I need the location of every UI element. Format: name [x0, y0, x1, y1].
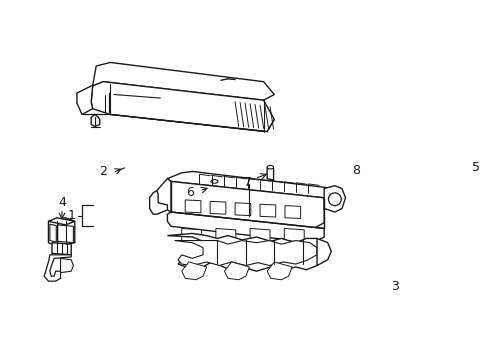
Circle shape: [328, 193, 341, 206]
Text: 2: 2: [99, 165, 107, 178]
Polygon shape: [185, 200, 201, 213]
Polygon shape: [224, 262, 249, 280]
Text: 1: 1: [67, 209, 75, 222]
Polygon shape: [91, 114, 100, 127]
Ellipse shape: [210, 180, 218, 183]
Polygon shape: [167, 233, 324, 271]
Polygon shape: [182, 262, 206, 280]
Text: 3: 3: [391, 280, 399, 293]
Polygon shape: [285, 206, 300, 219]
Polygon shape: [182, 229, 201, 242]
Ellipse shape: [266, 165, 273, 169]
Polygon shape: [210, 201, 225, 214]
Polygon shape: [316, 238, 330, 265]
Polygon shape: [249, 229, 269, 242]
Text: 6: 6: [186, 186, 194, 199]
Polygon shape: [48, 218, 75, 246]
Polygon shape: [266, 262, 291, 280]
Polygon shape: [284, 229, 304, 242]
Polygon shape: [167, 181, 324, 229]
Polygon shape: [149, 191, 167, 214]
Polygon shape: [324, 186, 345, 212]
Polygon shape: [92, 62, 274, 100]
Polygon shape: [266, 167, 273, 180]
Polygon shape: [77, 86, 92, 114]
Polygon shape: [50, 224, 56, 242]
Polygon shape: [210, 181, 218, 193]
Polygon shape: [44, 255, 71, 281]
Polygon shape: [167, 212, 324, 243]
Polygon shape: [174, 240, 316, 265]
Polygon shape: [58, 225, 73, 243]
Polygon shape: [260, 204, 275, 217]
Polygon shape: [235, 203, 250, 216]
Text: 4: 4: [58, 196, 66, 209]
Polygon shape: [52, 243, 71, 255]
Polygon shape: [215, 229, 235, 242]
Text: 5: 5: [471, 161, 479, 174]
Text: 8: 8: [351, 164, 360, 177]
Polygon shape: [434, 162, 447, 178]
Polygon shape: [91, 82, 274, 131]
Polygon shape: [167, 171, 341, 198]
Polygon shape: [61, 258, 73, 273]
Polygon shape: [377, 163, 387, 180]
Polygon shape: [155, 179, 171, 212]
Polygon shape: [48, 218, 75, 225]
Text: 7: 7: [244, 176, 251, 189]
